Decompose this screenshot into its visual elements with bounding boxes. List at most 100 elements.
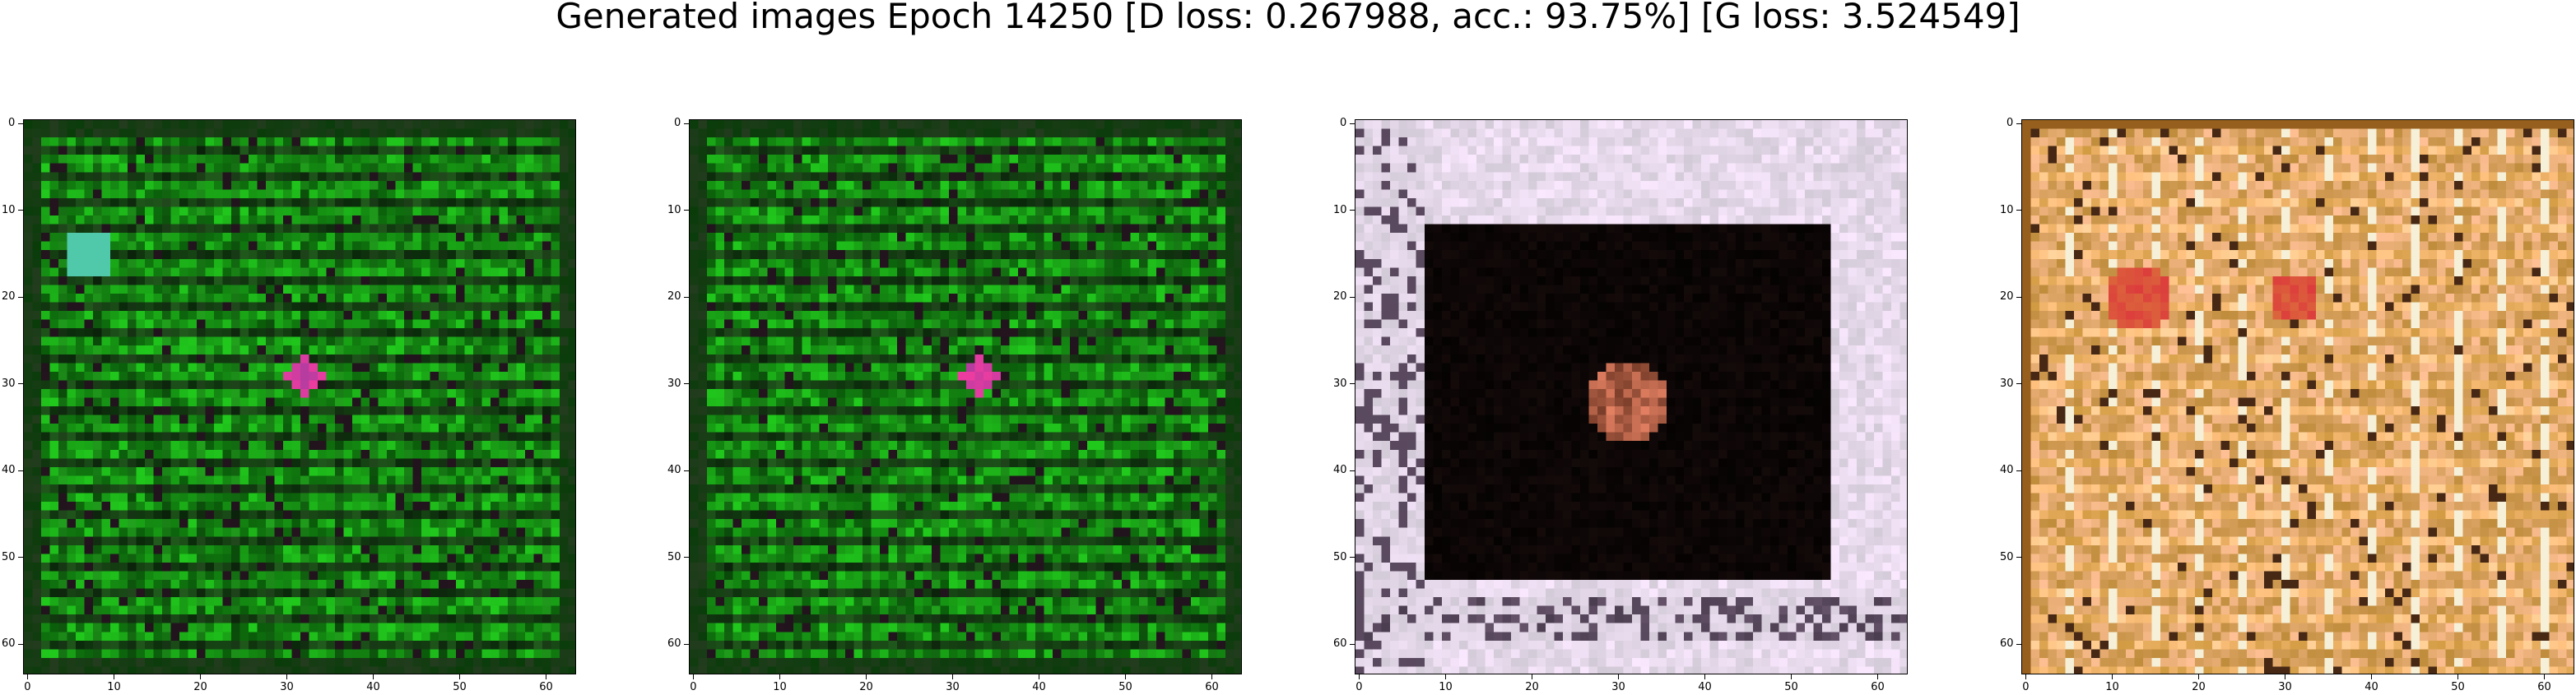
y-tick-mark (1350, 123, 1355, 124)
y-tick-label: 0 (1340, 117, 1347, 130)
x-tick-label: 20 (859, 681, 873, 693)
y-tick-label: 20 (2000, 290, 2014, 303)
y-tick-mark (1350, 557, 1355, 558)
x-tick-label: 60 (2537, 681, 2551, 693)
x-tick-mark (2111, 674, 2113, 679)
y-tick-mark (18, 383, 23, 385)
y-tick-label: 30 (1333, 377, 1347, 390)
y-tick-label: 40 (1333, 464, 1347, 477)
x-tick-label: 10 (2105, 681, 2119, 693)
x-tick-mark (2543, 674, 2545, 679)
y-tick-mark (2016, 470, 2021, 471)
x-tick-mark (1211, 674, 1212, 679)
y-tick-label: 20 (2, 290, 16, 303)
y-tick-mark (2016, 383, 2021, 385)
x-tick-mark (1124, 674, 1126, 679)
x-tick-label: 20 (2192, 681, 2206, 693)
x-tick-mark (1617, 674, 1619, 679)
x-tick-label: 10 (107, 681, 121, 693)
x-tick-mark (1358, 674, 1360, 679)
x-tick-label: 60 (539, 681, 553, 693)
x-tick-mark (865, 674, 867, 679)
y-tick-label: 30 (667, 377, 681, 390)
x-tick-label: 50 (1118, 681, 1132, 693)
figure-title: Generated images Epoch 14250 [D loss: 0.… (556, 0, 2020, 36)
y-tick-mark (18, 557, 23, 558)
x-tick-label: 0 (24, 681, 31, 693)
y-tick-mark (1350, 210, 1355, 211)
y-tick-mark (2016, 210, 2021, 211)
y-tick-label: 0 (2006, 117, 2014, 130)
image-panel-1: 0 10 20 30 40 50 60 0 10 20 30 40 50 60 (2, 118, 576, 693)
x-tick-mark (286, 674, 287, 679)
y-tick-mark (18, 210, 23, 211)
y-tick-mark (684, 123, 689, 124)
x-tick-label: 40 (2364, 681, 2378, 693)
image-panel-4: 0 10 20 30 40 50 60 0 10 20 30 40 50 60 (2000, 118, 2574, 693)
y-tick-label: 10 (1333, 203, 1347, 216)
x-tick-mark (2197, 674, 2199, 679)
y-tick-label: 30 (2, 377, 16, 390)
y-tick-mark (18, 643, 23, 645)
y-tick-mark (1350, 643, 1355, 645)
y-tick-mark (2016, 643, 2021, 645)
x-tick-label: 50 (1784, 681, 1798, 693)
x-tick-mark (26, 674, 28, 679)
y-tick-label: 10 (667, 203, 681, 216)
x-tick-label: 30 (2278, 681, 2292, 693)
y-tick-label: 40 (2000, 464, 2014, 477)
image-axes (2021, 119, 2574, 674)
y-tick-label: 30 (2000, 377, 2014, 390)
x-tick-label: 0 (690, 681, 697, 693)
y-tick-mark (1350, 383, 1355, 385)
y-tick-mark (684, 470, 689, 471)
y-tick-label: 20 (1333, 290, 1347, 303)
x-tick-mark (2457, 674, 2458, 679)
y-tick-mark (18, 123, 23, 124)
y-tick-label: 50 (2, 550, 16, 563)
generated-image (24, 120, 575, 674)
y-tick-mark (18, 470, 23, 471)
x-tick-mark (779, 674, 780, 679)
y-tick-label: 40 (2, 464, 16, 477)
y-tick-mark (2016, 296, 2021, 298)
x-tick-label: 60 (1205, 681, 1219, 693)
generated-image (690, 120, 1241, 674)
y-tick-label: 60 (1333, 637, 1347, 651)
x-tick-label: 40 (366, 681, 380, 693)
y-tick-label: 50 (667, 550, 681, 563)
y-tick-mark (2016, 123, 2021, 124)
y-tick-mark (1350, 296, 1355, 298)
y-tick-label: 60 (2, 637, 16, 651)
x-tick-label: 0 (2022, 681, 2030, 693)
x-tick-label: 20 (193, 681, 207, 693)
x-tick-label: 10 (773, 681, 787, 693)
x-tick-mark (2370, 674, 2372, 679)
x-tick-mark (1876, 674, 1878, 679)
y-tick-label: 0 (8, 117, 16, 130)
x-tick-label: 20 (1525, 681, 1539, 693)
image-panel-3: 0 10 20 30 40 50 60 0 10 20 30 40 50 60 (1333, 118, 1908, 693)
y-tick-mark (2016, 557, 2021, 558)
x-tick-label: 30 (1611, 681, 1625, 693)
y-tick-label: 10 (2, 203, 16, 216)
y-tick-mark (684, 557, 689, 558)
x-tick-label: 30 (280, 681, 294, 693)
x-tick-mark (692, 674, 694, 679)
y-tick-mark (1350, 470, 1355, 471)
y-tick-mark (684, 210, 689, 211)
x-tick-label: 10 (1439, 681, 1453, 693)
generated-image (1355, 120, 1907, 674)
x-tick-label: 30 (946, 681, 960, 693)
y-tick-label: 50 (2000, 550, 2014, 563)
x-tick-label: 0 (1355, 681, 1363, 693)
x-tick-mark (372, 674, 374, 679)
y-tick-label: 40 (667, 464, 681, 477)
image-axes (689, 119, 1242, 674)
x-tick-mark (951, 674, 953, 679)
y-tick-label: 10 (2000, 203, 2014, 216)
x-tick-label: 50 (2451, 681, 2465, 693)
x-tick-mark (1704, 674, 1705, 679)
y-tick-mark (684, 383, 689, 385)
x-tick-mark (1444, 674, 1446, 679)
